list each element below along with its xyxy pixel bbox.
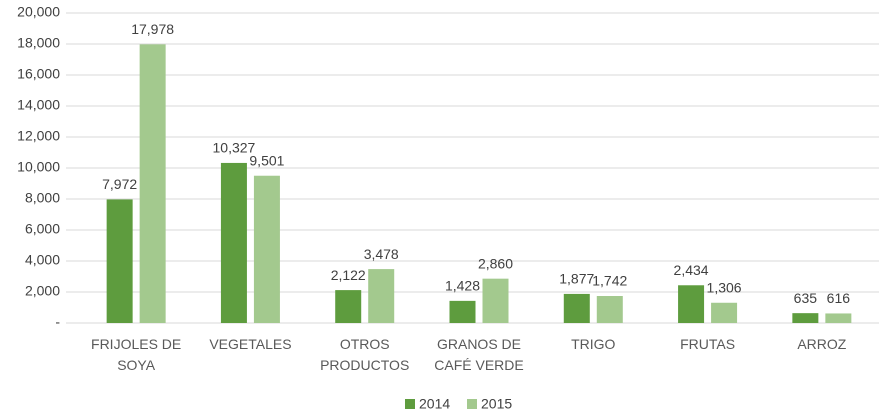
value-label: 635 [794, 290, 818, 306]
legend-label: 2014 [419, 396, 450, 412]
legend-label: 2015 [481, 396, 512, 412]
value-label: 1,428 [445, 278, 480, 294]
value-label: 10,327 [213, 140, 256, 156]
bar [106, 199, 133, 323]
x-tick-label: OTROS PRODUCTOS [320, 336, 410, 373]
y-tick-label: 18,000 [17, 35, 60, 51]
legend-swatch [467, 399, 477, 409]
legend-swatch [405, 399, 415, 409]
bar [368, 269, 395, 323]
x-tick-label: VEGETALES [209, 336, 292, 352]
value-label: 2,860 [478, 255, 513, 271]
bar [253, 175, 280, 323]
y-tick-label: 12,000 [17, 128, 60, 144]
bar [825, 313, 852, 323]
y-tick-label: 20,000 [17, 4, 60, 20]
y-tick-label: 6,000 [25, 221, 60, 237]
y-tick-label: - [55, 314, 60, 330]
y-tick-label: 2,000 [25, 283, 60, 299]
value-label: 7,972 [102, 176, 137, 192]
x-tick-label: FRUTAS [680, 336, 736, 352]
value-label: 2,122 [331, 267, 366, 283]
value-label: 17,978 [131, 21, 174, 37]
x-tick-label: FRIJOLES DE SOYA [91, 336, 182, 373]
bar [335, 290, 362, 323]
value-label: 616 [827, 290, 851, 306]
y-tick-label: 10,000 [17, 159, 60, 175]
x-tick-label: TRIGO [571, 336, 616, 352]
bar [482, 278, 509, 323]
bar [792, 313, 819, 323]
bar [220, 162, 247, 323]
x-tick-label: ARROZ [797, 336, 847, 352]
value-label: 9,501 [249, 152, 284, 168]
bar [596, 295, 623, 323]
value-label: 2,434 [674, 262, 709, 278]
y-tick-label: 16,000 [17, 66, 60, 82]
value-label: 1,877 [559, 271, 594, 287]
bar [449, 300, 476, 323]
bar [711, 302, 738, 323]
value-label: 1,306 [707, 279, 742, 295]
bar [563, 293, 590, 323]
bar [139, 44, 166, 323]
bar [678, 285, 705, 323]
value-label: 1,742 [592, 273, 627, 289]
x-tick-label: GRANOS DE CAFÉ VERDE [434, 336, 524, 373]
y-tick-label: 8,000 [25, 190, 60, 206]
value-label: 3,478 [364, 246, 399, 262]
y-tick-label: 4,000 [25, 252, 60, 268]
y-tick-label: 14,000 [17, 97, 60, 113]
